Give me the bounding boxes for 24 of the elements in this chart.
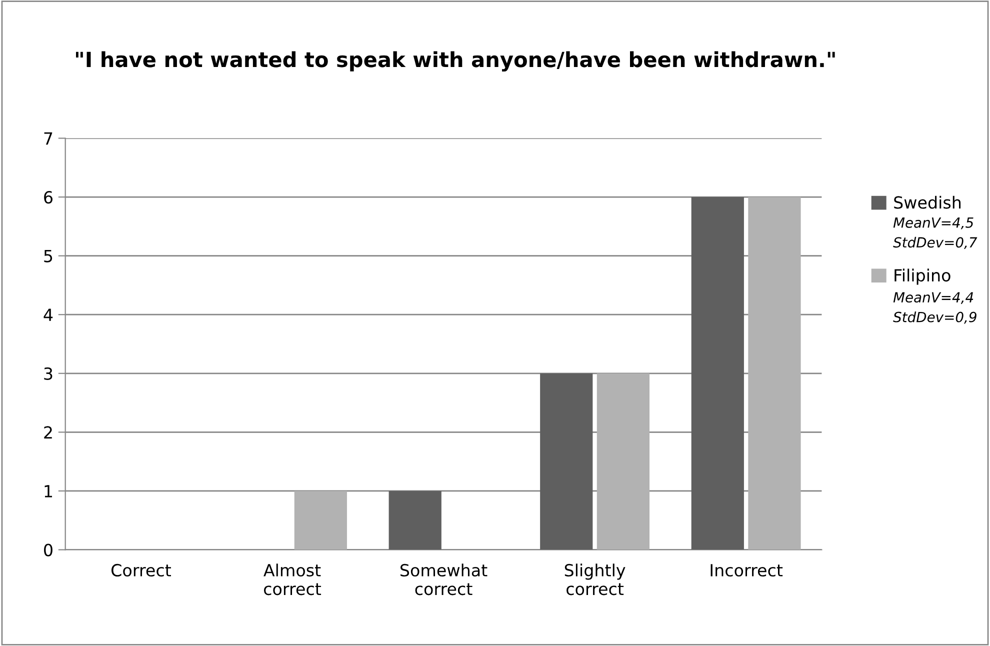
y-tick-label: 5 <box>44 250 52 262</box>
text: MeanV=4,5 StdDev=0,7 <box>893 218 978 250</box>
text: MeanV=4,4 StdDev=0,9 <box>893 292 976 324</box>
x-tick-label: Correct <box>112 564 171 577</box>
x-tick-label: Incorrect <box>710 564 783 577</box>
bar <box>294 490 347 550</box>
x-tick-label: Somewhat correct <box>400 564 488 596</box>
y-tick-label: 2 <box>44 426 52 439</box>
chart-title: "I have not wanted to speak with anyone/have been withdrawn." <box>76 51 835 72</box>
y-tick-label: 3 <box>44 367 52 380</box>
legend-label: Filipino <box>894 268 950 285</box>
y-tick-label: 4 <box>44 308 53 321</box>
y-tick-label: 1 <box>44 485 52 498</box>
y-tick-label: 7 <box>44 132 52 145</box>
bar <box>540 373 593 550</box>
x-tick-label: Almost correct <box>264 564 322 596</box>
y-tick-label: 0 <box>44 544 52 556</box>
y-tick-label: 6 <box>44 190 52 204</box>
x-tick-label: Slightly correct <box>564 564 626 596</box>
bar <box>748 197 801 550</box>
legend-label: Swedish <box>894 196 961 209</box>
bar <box>691 197 744 550</box>
bar <box>388 490 442 550</box>
bar <box>596 373 650 550</box>
